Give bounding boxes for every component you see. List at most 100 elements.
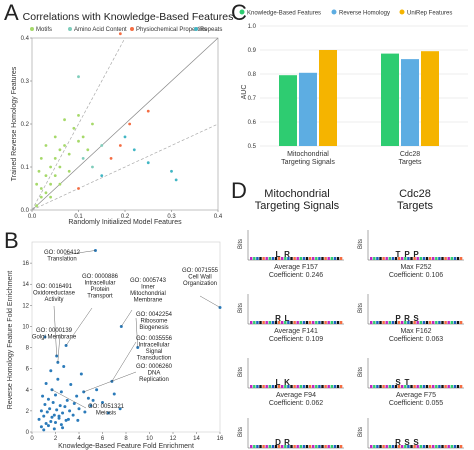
logo-2-base-28 [336, 321, 340, 324]
point-0-12 [49, 165, 52, 169]
logo-6-base-18 [305, 445, 309, 448]
point-16 [58, 404, 62, 408]
logo-2-base-14 [293, 321, 296, 324]
point-0-21 [53, 135, 57, 139]
logo-6-base-9 [277, 445, 281, 448]
panel-c-y-axis-label: AUC [241, 85, 248, 100]
logo-6-base-27 [333, 445, 337, 448]
annotation-6-line-0: GO: 0000139 [36, 328, 73, 334]
annotation-8-line-0: GO: 0006260 [136, 364, 173, 370]
logo-7-base-21 [435, 445, 438, 448]
annotation-leader-8 [83, 371, 137, 393]
annotation-4-line-0: GO: 0005743 [130, 278, 167, 284]
logo-7-base-16 [419, 445, 422, 448]
panel-d-header-cdc28: Cdc28 Targets [360, 188, 470, 212]
logo-2-base-7 [271, 321, 275, 324]
y-tick-label-1: 0.6 [248, 120, 257, 126]
point-2-1 [128, 122, 132, 126]
logo-1-base-24 [444, 257, 447, 260]
logo-axis-label-4: Bits [238, 367, 244, 377]
point-20 [63, 405, 67, 409]
logo-1-base-5 [385, 257, 388, 260]
point-37 [118, 407, 122, 411]
point-26 [72, 402, 76, 405]
point-0-26 [58, 182, 62, 186]
logo-4-base-29 [339, 385, 343, 388]
point-0-13 [58, 148, 62, 152]
x-tick-label-7: 14 [193, 436, 200, 442]
logo-6-base-16 [299, 445, 302, 448]
panel-d-header-cdc28-line1: Cdc28 [399, 188, 431, 200]
legend-marker-2 [399, 9, 405, 15]
legend-label-0: Knowledge-Based Features [247, 11, 321, 17]
point-0-4 [53, 174, 57, 178]
logo-3-base-3 [379, 321, 382, 324]
logo-0-base-14 [293, 257, 296, 260]
logo-2-base-24 [324, 321, 327, 324]
logo-3-base-0 [370, 321, 373, 324]
y-tick-label-3: 0.3 [21, 79, 30, 85]
logo-7-base-2 [376, 445, 379, 448]
logo-3-base-25 [447, 321, 450, 324]
logo-4-base-25 [327, 385, 330, 388]
logo-2-base-9 [277, 321, 281, 324]
logo-1-base-0 [370, 257, 373, 260]
logo-axis-label-3: Bits [358, 303, 364, 313]
y-tick-label-0: 0 [26, 430, 30, 436]
logo-3-base-19 [428, 321, 432, 324]
point-50 [76, 418, 80, 422]
annotation-7-line-1: Intracellular [138, 343, 169, 349]
annotation-6-line-1: Golgi Membrane [32, 335, 77, 341]
x-tick-label-2: 4 [77, 436, 81, 442]
point-32 [89, 404, 93, 408]
point-0 [37, 417, 41, 421]
logo-6-base-6 [268, 445, 271, 448]
annotation-3-line-2: Protein [90, 287, 109, 293]
logo-7-base-8 [394, 445, 398, 448]
annotation-5-line-1: Ribosome [140, 319, 168, 325]
point-1-1 [81, 157, 85, 160]
logo-1-base-4 [382, 257, 385, 260]
panel-b-points [37, 248, 222, 432]
logo-2-base-3 [259, 321, 262, 324]
point-36 [112, 392, 116, 396]
logo-4-base-6 [268, 385, 271, 388]
annotation-leader-7 [111, 341, 137, 382]
panel-label-c: C [231, 0, 247, 25]
logo-6-base-5 [265, 445, 268, 448]
logo-5-base-7 [391, 385, 395, 388]
panel-a-x-axis-label: Randomly Initialized Model Features [68, 219, 182, 226]
bar-1-2 [421, 51, 439, 147]
logo-5-base-17 [422, 385, 426, 388]
logo-3-base-29 [459, 321, 463, 324]
y-tick-label-5: 10 [22, 324, 29, 330]
point-0-25 [67, 169, 71, 173]
point-0-17 [39, 157, 43, 160]
logo-4-base-21 [315, 385, 318, 388]
logo-2-base-1 [253, 321, 256, 324]
logo-3-base-26 [450, 321, 453, 324]
logo-caption-4-line-0: Average F94 [276, 392, 316, 399]
panel-d-header-cdc28-line2: Targets [396, 200, 434, 212]
logo-2-base-18 [305, 321, 309, 324]
x-tick-label-0: 0.0 [28, 214, 37, 220]
panel-c-bars [279, 50, 439, 147]
legend-label-3: Repeats [200, 27, 222, 33]
logo-1-base-10 [401, 257, 404, 260]
x-tick-label-2: 0.2 [121, 214, 130, 220]
legend-label-0: Motifs [36, 27, 52, 33]
logo-2-base-25 [327, 321, 330, 324]
logo-6-base-8 [274, 445, 278, 448]
logo-7-base-10 [401, 445, 404, 448]
x-tick-label-1: 0.1 [74, 214, 83, 220]
point-31 [86, 396, 90, 400]
point-27 [75, 394, 79, 398]
panel-c-legend: Knowledge-Based Features Reverse Homology… [239, 9, 452, 17]
